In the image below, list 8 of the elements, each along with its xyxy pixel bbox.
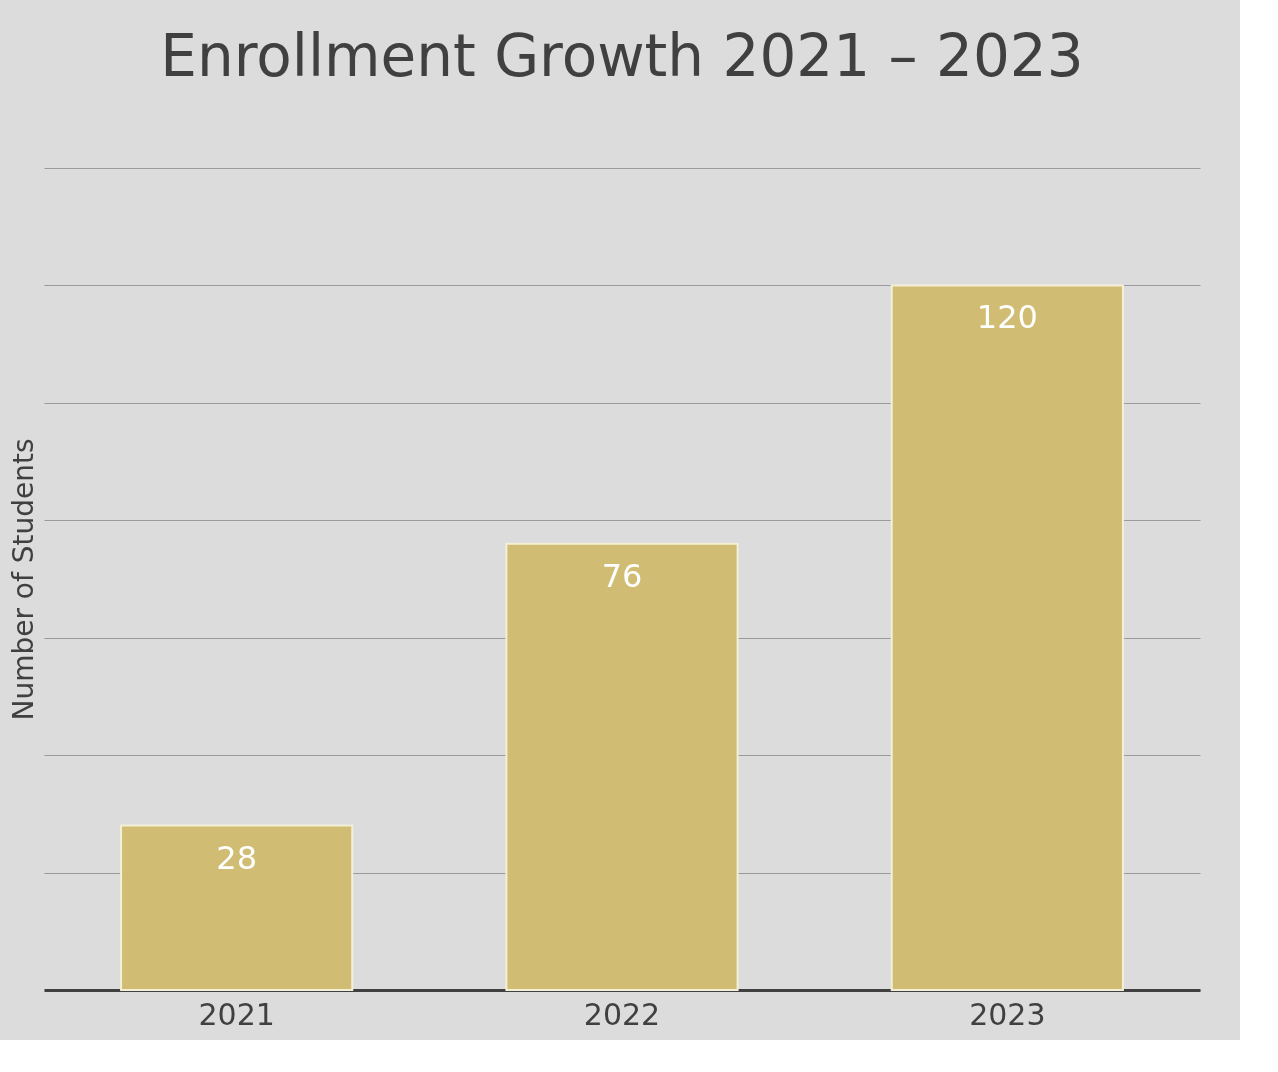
data-label: 76 xyxy=(601,556,643,595)
data-label: 120 xyxy=(976,298,1038,337)
y-axis-title: Number of Students xyxy=(6,438,40,721)
x-tick-label: 2021 xyxy=(198,996,275,1032)
x-tick-label: 2022 xyxy=(583,996,661,1032)
data-label: 28 xyxy=(216,838,258,877)
chart-title: Enrollment Growth 2021 – 2023 xyxy=(160,22,1084,90)
x-tick-label: 2023 xyxy=(969,996,1046,1032)
